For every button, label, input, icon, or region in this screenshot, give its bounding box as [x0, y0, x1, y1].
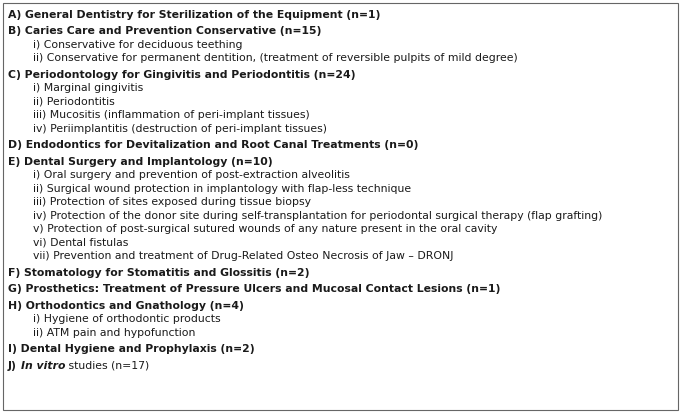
Text: E) Dental Surgery and Implantology (n=10): E) Dental Surgery and Implantology (n=10… — [8, 157, 272, 167]
Text: G) Prosthetics: Treatment of Pressure Ulcers and Mucosal Contact Lesions (n=1): G) Prosthetics: Treatment of Pressure Ul… — [8, 284, 501, 294]
Text: ii) Conservative for permanent dentition, (treatment of reversible pulpits of mi: ii) Conservative for permanent dentition… — [33, 53, 518, 63]
Text: v) Protection of post-surgical sutured wounds of any nature present in the oral : v) Protection of post-surgical sutured w… — [33, 224, 497, 234]
Text: vi) Dental fistulas: vi) Dental fistulas — [33, 238, 129, 248]
Text: iv) Protection of the donor site during self-transplantation for periodontal sur: iv) Protection of the donor site during … — [33, 211, 603, 221]
Text: B) Caries Care and Prevention Conservative (n=15): B) Caries Care and Prevention Conservati… — [8, 26, 321, 36]
Text: F) Stomatology for Stomatitis and Glossitis (n=2): F) Stomatology for Stomatitis and Glossi… — [8, 268, 309, 278]
Text: D) Endodontics for Devitalization and Root Canal Treatments (n=0): D) Endodontics for Devitalization and Ro… — [8, 140, 418, 150]
Text: C) Periodontology for Gingivitis and Periodontitis (n=24): C) Periodontology for Gingivitis and Per… — [8, 70, 355, 80]
Text: ii) ATM pain and hypofunction: ii) ATM pain and hypofunction — [33, 328, 195, 338]
Text: i) Marginal gingivitis: i) Marginal gingivitis — [33, 83, 143, 93]
Text: I) Dental Hygiene and Prophylaxis (n=2): I) Dental Hygiene and Prophylaxis (n=2) — [8, 344, 255, 354]
Text: J): J) — [8, 361, 20, 371]
Text: In vitro: In vitro — [20, 361, 65, 371]
Text: i) Conservative for deciduous teething: i) Conservative for deciduous teething — [33, 40, 242, 50]
Text: ii) Periodontitis: ii) Periodontitis — [33, 97, 115, 107]
Text: ii) Surgical wound protection in implantology with flap-less technique: ii) Surgical wound protection in implant… — [33, 184, 411, 194]
Text: iv) Periimplantitis (destruction of peri-implant tissues): iv) Periimplantitis (destruction of peri… — [33, 124, 327, 134]
Text: H) Orthodontics and Gnathology (n=4): H) Orthodontics and Gnathology (n=4) — [8, 301, 244, 311]
Text: vii) Prevention and treatment of Drug-Related Osteo Necrosis of Jaw – DRONJ: vii) Prevention and treatment of Drug-Re… — [33, 251, 454, 261]
Text: i) Hygiene of orthodontic products: i) Hygiene of orthodontic products — [33, 314, 221, 324]
Text: studies (n=17): studies (n=17) — [65, 361, 149, 371]
Text: iii) Mucositis (inflammation of peri-implant tissues): iii) Mucositis (inflammation of peri-imp… — [33, 110, 310, 120]
Text: A) General Dentistry for Sterilization of the Equipment (n=1): A) General Dentistry for Sterilization o… — [8, 10, 381, 20]
Text: i) Oral surgery and prevention of post-extraction alveolitis: i) Oral surgery and prevention of post-e… — [33, 170, 350, 180]
Text: iii) Protection of sites exposed during tissue biopsy: iii) Protection of sites exposed during … — [33, 197, 311, 207]
